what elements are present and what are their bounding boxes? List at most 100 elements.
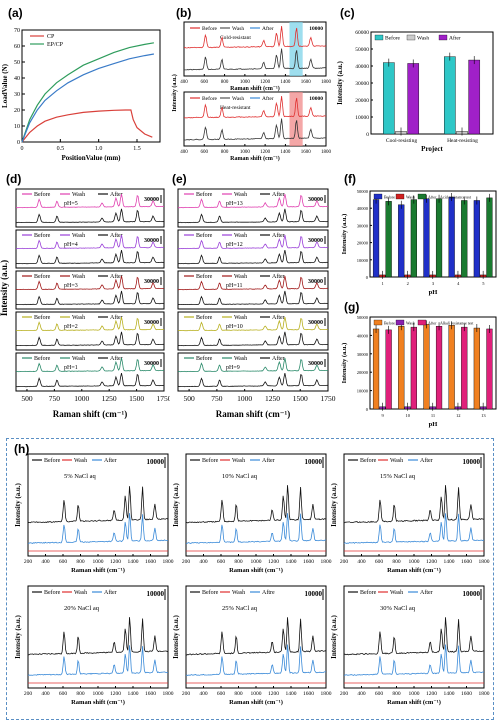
ytick-label: 20 <box>14 108 20 114</box>
xtick-label: 1000 <box>251 559 262 565</box>
x-axis-label: PositionValue (mm) <box>61 154 121 162</box>
legend-label-after: After <box>104 589 117 596</box>
xtick-label: 9 <box>381 413 384 418</box>
subplot-title-4: 20% NaCl aq <box>64 605 100 612</box>
xtick-label: 5 <box>482 281 485 286</box>
scale-bar-label: 30000 <box>308 361 323 367</box>
spectrum-before <box>343 617 485 656</box>
xtick-label: 400 <box>180 80 188 85</box>
y-axis-label: Intensity (a.u.) <box>171 74 178 112</box>
chart-h-nacl: Before Wash After 5% NaCl aq 10000 200 400 600 8… <box>14 453 490 706</box>
legend-label-before: Before <box>196 355 213 362</box>
xtick-label: 600 <box>59 691 68 697</box>
subplot-title-2: Heat-resistant <box>220 105 251 111</box>
x-axis-label: Raman shift (cm⁻¹) <box>53 409 127 419</box>
xtick-label: 1750 <box>321 394 336 403</box>
legend-label-wash: Wash <box>232 590 245 596</box>
xtick-label: 200 <box>24 691 33 697</box>
spectrum-after <box>185 513 326 544</box>
ytick-label: 30000 <box>355 81 369 87</box>
xtick-label: 1800 <box>321 150 332 155</box>
legend-swatch-after <box>417 193 427 200</box>
xtick-label: 800 <box>392 691 401 697</box>
xtick-label: 500 <box>21 394 33 403</box>
xtick-label: 400 <box>357 559 366 565</box>
legend-label-after: After <box>420 589 433 596</box>
xtick-label: 1200 <box>426 559 437 565</box>
legend-label-ep-cp: EP/CP <box>47 42 64 48</box>
bar-before-cool-resisting <box>383 62 395 135</box>
xtick-label: 600 <box>201 80 209 85</box>
bar-after-1 <box>385 201 392 278</box>
legend-label-before: Before <box>44 589 61 596</box>
legend-label-before: Before <box>384 195 395 200</box>
plot-frame <box>21 29 161 143</box>
x-axis-label: Project <box>421 145 443 153</box>
xtick-label: 1750 <box>157 394 171 403</box>
legend-label-after: After <box>110 355 123 362</box>
legend-swatch-after <box>417 319 427 326</box>
spectrum-after <box>27 645 168 676</box>
bar-after-10 <box>410 326 417 410</box>
xtick-label: 600 <box>217 691 226 697</box>
chart-d-ph-acid: Before Wash After pH=5 30000 Before Wash After p… <box>0 188 171 419</box>
subplot-title-2: 10% NaCl aq <box>222 473 258 480</box>
legend-label-before: Before <box>202 95 218 102</box>
x-axis-label: pH <box>429 421 438 428</box>
legend-label-wash: Wash <box>234 192 247 198</box>
xtick-label: 1000 <box>74 394 89 403</box>
spectrum-after <box>343 644 485 676</box>
scale-bar-label: 10000 <box>309 96 323 102</box>
legend-label-after: After <box>428 195 437 200</box>
legend-label-after: After <box>104 457 117 464</box>
xtick-label: 1500 <box>293 394 308 403</box>
xtick-label: 1600 <box>461 559 472 565</box>
ytick-label: 50000 <box>357 189 369 194</box>
y-axis-label: Intensity (a.u.) <box>14 482 22 526</box>
legend-test-title: Alkali resistance test <box>440 321 474 326</box>
bar-before-4 <box>448 196 455 278</box>
bar-before-13 <box>473 327 480 410</box>
x-axis-label: Raman shift (cm⁻¹) <box>229 567 283 574</box>
chart-f-acid-bars: 0 10000 20000 30000 40000 50000 1 2 3 4 5 Before Was… <box>341 189 497 296</box>
legend-label-after: After <box>272 355 285 362</box>
xtick-label: 1800 <box>163 691 174 697</box>
scale-bar-label: 10000 <box>147 458 165 466</box>
scale-bar-label: 30000 <box>308 279 323 285</box>
legend-swatch-before <box>373 193 383 200</box>
xtick-label: 1000 <box>409 559 420 565</box>
bar-before-1 <box>372 199 380 278</box>
legend-label-wash: Wash <box>234 315 247 321</box>
legend-label-wash: Wash <box>74 458 87 464</box>
subplot-title-1: Cold-resistant <box>220 35 251 41</box>
legend-label-before: Before <box>360 457 377 464</box>
subplot-frame-4 <box>27 585 169 689</box>
bar-after-cool-resisting <box>407 63 420 135</box>
xtick-label: 1800 <box>321 559 332 565</box>
y-axis-label: Intensity (a.u.) <box>172 614 180 658</box>
legend-swatch-wash <box>395 193 405 200</box>
xtick-label: 1200 <box>426 691 437 697</box>
ytick-label: 50000 <box>355 47 369 53</box>
legend-label-after: After <box>110 273 123 280</box>
xtick-label: 13 <box>481 413 486 418</box>
xtick-label: 1200 <box>260 150 271 155</box>
spectrum-before <box>178 275 329 291</box>
legend-label-aftre: Aftre <box>262 589 275 596</box>
ytick-label: 10000 <box>357 389 369 394</box>
y-axis-label: LoadValue (N) <box>1 63 9 108</box>
subplot-title-3: pH=3 <box>64 283 78 289</box>
panel-h-frame <box>6 438 494 720</box>
bar-before-11 <box>423 324 430 410</box>
spectrum-before <box>177 317 329 332</box>
legend-label-before: Before <box>44 457 61 464</box>
legend-label-wash: Wash <box>232 96 244 102</box>
x-axis-label: Raman shift (cm⁻¹) <box>387 699 441 706</box>
xtick-label: 1000 <box>409 691 420 697</box>
legend-label-before: Before <box>34 232 51 239</box>
scale-bar-label: 30000 <box>308 238 323 244</box>
xtick-label: 1800 <box>479 691 490 697</box>
bar-before-12 <box>448 325 455 410</box>
xtick-label: 1800 <box>321 691 332 697</box>
legend-label-after: After <box>272 273 285 280</box>
